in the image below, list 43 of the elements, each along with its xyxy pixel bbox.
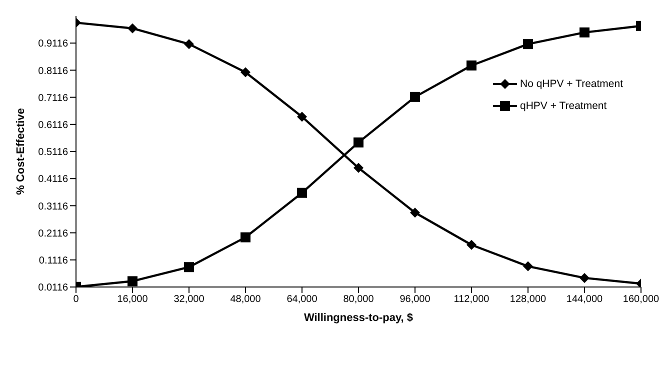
x-tick-label: 0 <box>73 294 80 306</box>
y-tick-label: 0.1116 <box>38 255 68 266</box>
y-tick-label: 0.9116 <box>38 38 68 50</box>
x-tick-label: 80,000 <box>343 294 374 306</box>
y-tick-label: 0.2116 <box>38 228 68 240</box>
point <box>466 240 476 250</box>
point <box>410 208 420 218</box>
point <box>354 162 364 173</box>
point <box>523 261 533 272</box>
point <box>240 232 250 242</box>
y-tick-label: 0.0116 <box>38 282 68 294</box>
y-axis-title: % Cost-Effective <box>14 108 27 195</box>
point <box>297 188 307 198</box>
point <box>466 60 476 70</box>
point <box>240 67 250 78</box>
x-tick-label: 64,000 <box>286 294 318 306</box>
legend-label: qHPV + Treatment <box>520 100 607 112</box>
point <box>184 262 194 272</box>
point <box>410 92 420 102</box>
x-tick-label: 96,000 <box>400 294 431 306</box>
y-tick-label: 0.8116 <box>38 66 68 77</box>
point <box>580 272 590 283</box>
y-tick-label: 0.6116 <box>38 120 68 131</box>
x-tick-label: 160,000 <box>622 294 660 306</box>
point <box>580 27 590 38</box>
point <box>354 137 364 148</box>
point <box>523 39 533 50</box>
y-tick-label: 0.4116 <box>38 174 68 186</box>
x-tick-label: 112,000 <box>454 294 490 306</box>
point <box>128 276 138 286</box>
x-tick-label: 16,000 <box>117 294 148 306</box>
point <box>297 112 307 122</box>
point <box>184 39 194 50</box>
x-tick-label: 32,000 <box>174 294 205 306</box>
y-tick-label: 0.3116 <box>38 201 68 212</box>
x-tick-label: 144,000 <box>566 294 604 306</box>
y-tick-label: 0.5116 <box>38 147 68 158</box>
y-tick-label: 0.7116 <box>38 92 68 104</box>
x-axis-title: Willingness-to-pay, $ <box>304 312 414 324</box>
x-tick-label: 48,000 <box>230 294 262 306</box>
x-tick-label: 128,000 <box>510 294 547 306</box>
point <box>128 23 138 34</box>
legend-label: No qHPV + Treatment <box>520 78 624 90</box>
